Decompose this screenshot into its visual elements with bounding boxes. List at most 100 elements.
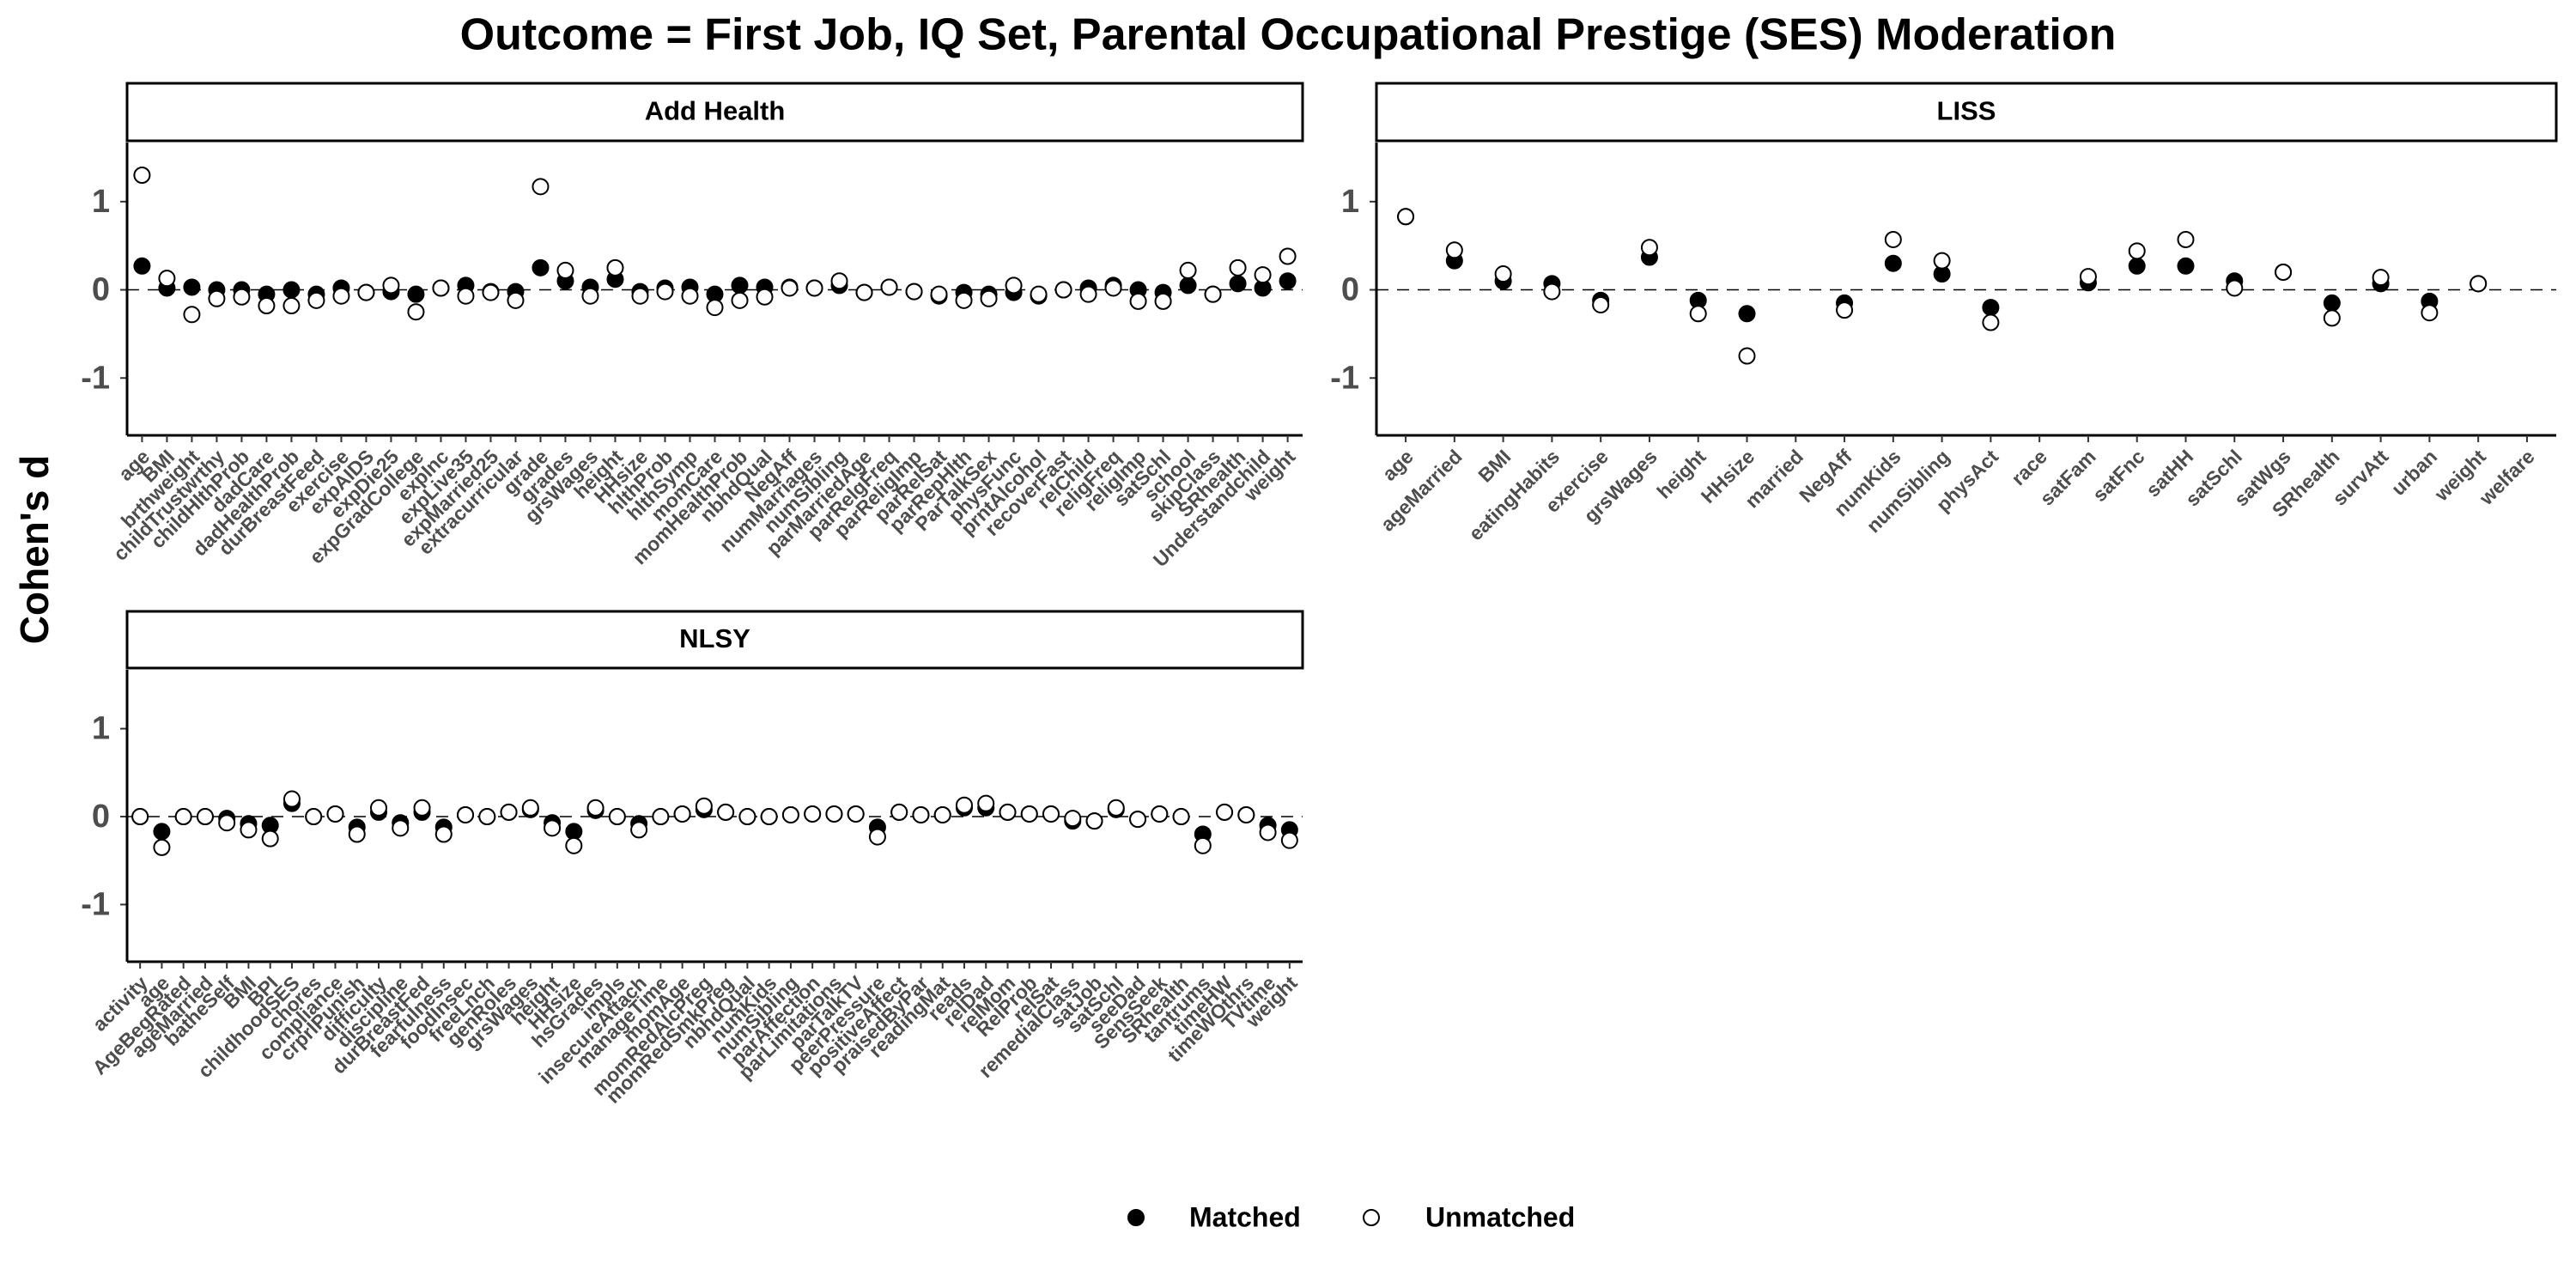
data-point: [183, 306, 201, 324]
data-point: [521, 799, 539, 817]
data-point: [656, 283, 674, 301]
data-point: [532, 178, 550, 196]
data-point: [1216, 803, 1234, 821]
data-point: [1042, 805, 1060, 823]
data-point: [1030, 285, 1048, 303]
data-point: [2128, 242, 2146, 260]
data-point: [413, 799, 431, 817]
chart-title: Outcome = First Job, IQ Set, Parental Oc…: [460, 10, 2117, 60]
data-point: [606, 258, 624, 276]
data-point: [1229, 258, 1247, 276]
data-point: [196, 808, 214, 826]
data-point: [332, 287, 350, 305]
data-point: [2323, 294, 2341, 312]
data-point: [369, 799, 387, 817]
y-tick-label: 1: [92, 711, 110, 747]
data-point: [933, 805, 951, 823]
data-point: [868, 828, 886, 846]
data-point: [999, 803, 1017, 821]
data-point: [830, 272, 848, 290]
data-point: [2372, 269, 2390, 287]
data-point: [153, 823, 171, 841]
data-point: [133, 257, 151, 275]
data-point: [760, 808, 778, 826]
data-point: [2226, 279, 2244, 297]
data-point: [1494, 265, 1512, 283]
strip: [1375, 82, 2558, 143]
data-point: [673, 805, 691, 823]
data-point: [158, 270, 176, 288]
data-point: [261, 829, 279, 848]
data-point: [1640, 239, 1658, 257]
data-point: [1397, 208, 1415, 226]
data-point: [1445, 241, 1463, 259]
legend-label: Matched: [1189, 1201, 1301, 1232]
data-point: [955, 796, 973, 814]
data-point: [731, 276, 749, 295]
data-point: [880, 278, 898, 296]
data-point: [565, 836, 583, 854]
data-point: [1543, 283, 1561, 301]
data-point: [1054, 281, 1072, 299]
data-point: [581, 287, 599, 305]
data-point: [457, 805, 475, 823]
data-point: [1237, 805, 1255, 823]
y-tick-label: 0: [92, 799, 110, 835]
data-point: [283, 281, 301, 299]
data-point: [407, 285, 425, 303]
data-point: [1085, 812, 1103, 830]
data-point: [233, 288, 251, 306]
data-point: [731, 291, 749, 309]
data-point: [131, 808, 149, 826]
legend-key: [1363, 1209, 1380, 1226]
y-tick-label: 1: [92, 184, 110, 220]
data-point: [890, 803, 908, 821]
data-point: [208, 289, 226, 307]
data-point: [1005, 276, 1023, 295]
data-point: [980, 289, 998, 307]
data-point: [1279, 247, 1297, 265]
data-point: [2275, 263, 2293, 281]
data-point: [2323, 309, 2341, 327]
data-point: [283, 790, 301, 808]
data-point: [218, 814, 236, 832]
data-point: [847, 805, 865, 823]
data-point: [258, 297, 276, 315]
data-point: [695, 797, 713, 815]
data-point: [825, 805, 843, 823]
data-point: [407, 303, 425, 321]
data-point: [630, 821, 648, 839]
data-point: [1280, 831, 1298, 849]
data-point: [1129, 811, 1147, 829]
data-point: [1738, 305, 1756, 323]
data-point: [905, 283, 923, 301]
data-point: [1254, 266, 1272, 284]
data-point: [608, 808, 626, 826]
data-point: [183, 278, 201, 296]
data-point: [556, 261, 574, 279]
data-point: [586, 799, 605, 817]
data-point: [1107, 799, 1125, 817]
data-point: [348, 825, 366, 843]
y-tick-label: 1: [1341, 184, 1359, 220]
data-point: [1179, 261, 1197, 279]
data-point: [2177, 257, 2195, 275]
data-point: [305, 808, 323, 826]
x-tick-label: race: [2007, 445, 2051, 489]
y-tick-label: 0: [1341, 272, 1359, 308]
data-point: [1836, 301, 1854, 319]
data-point: [781, 279, 799, 297]
x-tick-label: satFnc: [2088, 445, 2149, 506]
data-point: [1020, 805, 1038, 823]
data-point: [382, 276, 400, 295]
data-point: [1259, 823, 1277, 841]
x-tick-label: age: [1377, 445, 1417, 484]
data-point: [2079, 268, 2097, 286]
data-point: [478, 808, 496, 826]
data-point: [1592, 295, 1610, 313]
data-point: [283, 297, 301, 315]
data-point: [1933, 252, 1951, 270]
data-point: [544, 819, 562, 837]
data-point: [326, 805, 344, 823]
